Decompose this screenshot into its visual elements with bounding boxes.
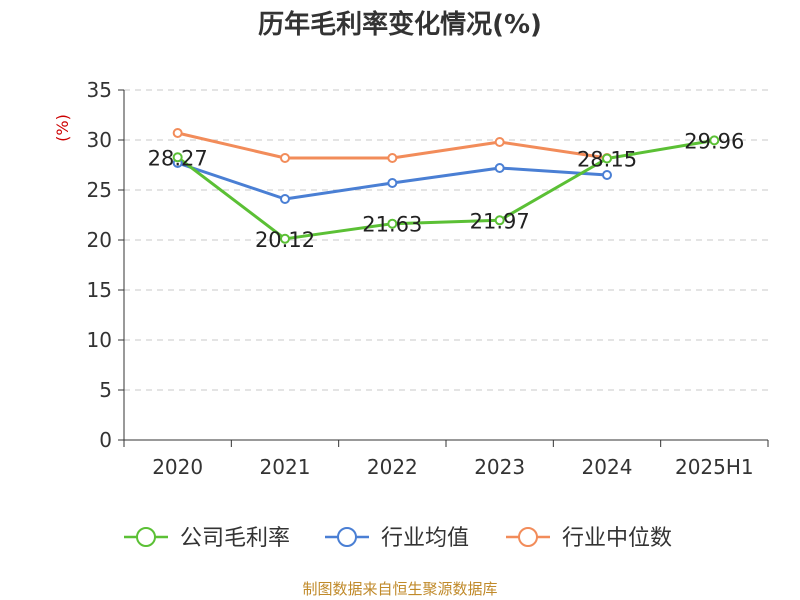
legend-label: 行业均值 bbox=[381, 526, 469, 551]
data-point bbox=[494, 215, 505, 226]
legend-label: 公司毛利率 bbox=[180, 526, 290, 551]
axes: 0 5 10 15 20 25 30 35 2020 2021 2022 2023 2024 2025H1 bbox=[87, 78, 769, 479]
data-point bbox=[387, 218, 398, 229]
y-axis-label-group: (%) bbox=[53, 114, 72, 142]
y-tick-label: 20 bbox=[87, 228, 112, 252]
data-label: 21.63 bbox=[362, 213, 422, 237]
data-point bbox=[280, 194, 290, 204]
y-tick-label: 10 bbox=[87, 328, 112, 352]
x-tick-label: 2024 bbox=[582, 455, 633, 479]
data-point bbox=[709, 135, 720, 146]
series-points bbox=[172, 128, 720, 244]
grid-lines bbox=[124, 89, 768, 391]
data-label: 28.27 bbox=[148, 146, 208, 170]
data-point bbox=[172, 128, 183, 138]
source-footer: 制图数据来自恒生聚源数据库 bbox=[302, 580, 498, 598]
x-tick-label: 2020 bbox=[152, 455, 203, 479]
x-tick-label: 2023 bbox=[474, 455, 525, 479]
legend-marker bbox=[337, 527, 357, 547]
data-labels: 28.27 20.12 21.63 21.97 28.15 29.96 bbox=[148, 129, 745, 251]
data-point bbox=[494, 137, 505, 147]
data-point bbox=[280, 153, 290, 163]
data-point bbox=[172, 152, 183, 163]
legend-label: 行业中位数 bbox=[562, 526, 672, 551]
y-axis-label: (%) bbox=[53, 114, 72, 142]
y-tick-label: 15 bbox=[87, 278, 112, 302]
data-label: 28.15 bbox=[577, 148, 637, 172]
y-tick-label: 5 bbox=[99, 378, 112, 402]
y-tick-label: 25 bbox=[87, 178, 112, 202]
data-label: 29.96 bbox=[684, 129, 744, 153]
y-tick-label: 35 bbox=[87, 78, 112, 102]
y-tick-label: 30 bbox=[87, 128, 112, 152]
data-point bbox=[494, 163, 505, 173]
legend-marker bbox=[518, 527, 538, 547]
legend: 公司毛利率 行业均值 行业中位数 bbox=[124, 526, 672, 551]
data-point bbox=[602, 170, 612, 180]
series-line bbox=[176, 138, 715, 241]
chart-title: 历年毛利率变化情况(%) bbox=[258, 10, 542, 40]
y-tick-label: 0 bbox=[99, 428, 112, 452]
data-point bbox=[387, 153, 398, 163]
x-tick-label: 2025H1 bbox=[675, 455, 754, 479]
data-point bbox=[602, 153, 612, 164]
x-tick-label: 2021 bbox=[260, 455, 311, 479]
data-point bbox=[387, 178, 398, 188]
data-point bbox=[280, 233, 290, 244]
data-label: 21.97 bbox=[470, 209, 530, 233]
x-tick-label: 2022 bbox=[367, 455, 418, 479]
data-label: 20.12 bbox=[255, 228, 315, 252]
legend-marker bbox=[136, 527, 156, 547]
